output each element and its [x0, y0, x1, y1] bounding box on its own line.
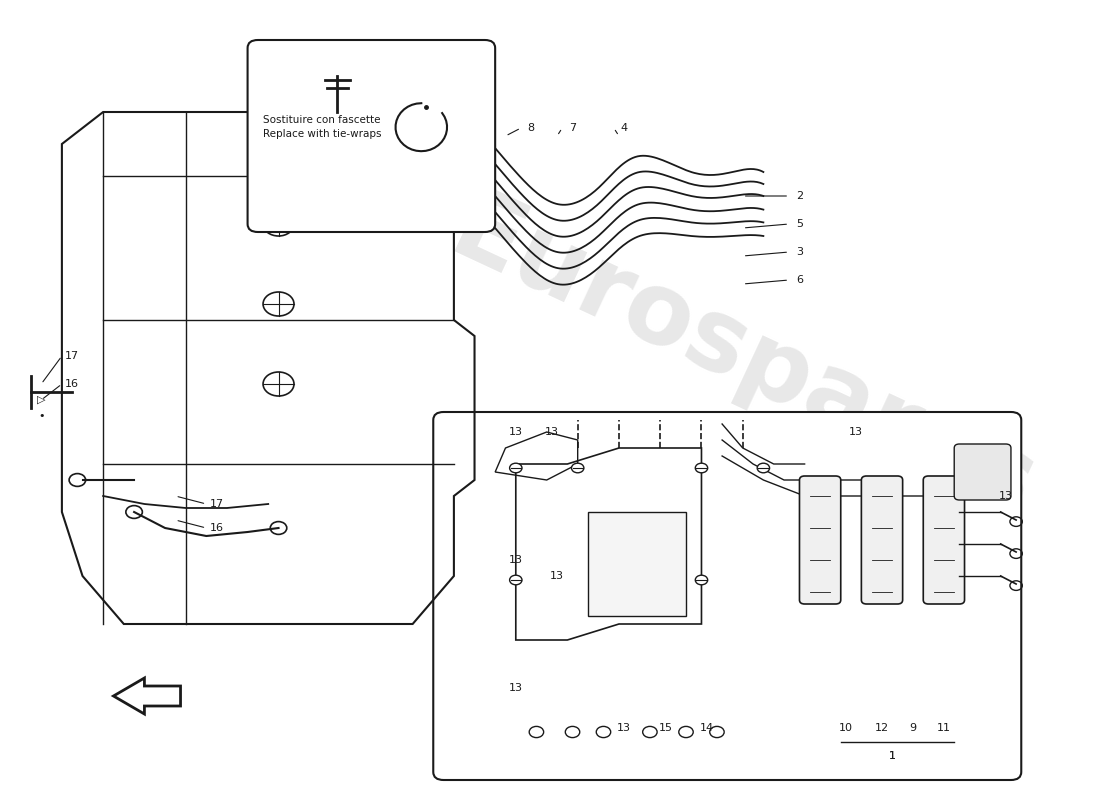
Circle shape — [695, 575, 707, 585]
Text: 13: 13 — [509, 427, 522, 437]
Text: 13: 13 — [999, 491, 1013, 501]
Text: 9: 9 — [910, 723, 916, 733]
Circle shape — [679, 726, 693, 738]
Text: 13: 13 — [617, 723, 631, 733]
Circle shape — [710, 726, 724, 738]
Circle shape — [596, 726, 611, 738]
Circle shape — [695, 463, 707, 473]
Text: 16: 16 — [65, 379, 79, 389]
Text: •: • — [39, 411, 44, 421]
Text: 10: 10 — [839, 723, 853, 733]
Text: 11: 11 — [937, 723, 950, 733]
Text: Eurospares: Eurospares — [436, 182, 1049, 538]
FancyBboxPatch shape — [800, 476, 840, 604]
Text: 13: 13 — [544, 427, 559, 437]
Text: 14: 14 — [700, 723, 714, 733]
Circle shape — [642, 726, 657, 738]
FancyBboxPatch shape — [248, 40, 495, 232]
Circle shape — [565, 726, 580, 738]
Text: 13: 13 — [550, 571, 564, 581]
FancyBboxPatch shape — [433, 412, 1021, 780]
Text: 5: 5 — [796, 219, 803, 229]
Circle shape — [757, 463, 770, 473]
FancyBboxPatch shape — [923, 476, 965, 604]
FancyArrow shape — [113, 678, 180, 714]
Text: 17: 17 — [210, 499, 223, 509]
Text: 15: 15 — [659, 723, 672, 733]
Text: 6: 6 — [796, 275, 803, 285]
FancyBboxPatch shape — [954, 444, 1011, 500]
Text: 1: 1 — [889, 751, 895, 761]
Text: 7: 7 — [569, 123, 576, 133]
Text: 16: 16 — [210, 523, 223, 533]
Circle shape — [509, 463, 522, 473]
Text: Sostituire con fascette
Replace with tie-wraps: Sostituire con fascette Replace with tie… — [263, 115, 382, 139]
FancyBboxPatch shape — [861, 476, 903, 604]
Text: 3: 3 — [796, 247, 803, 257]
Text: 12: 12 — [874, 723, 889, 733]
Text: ▷: ▷ — [37, 395, 45, 405]
Text: 13: 13 — [849, 427, 864, 437]
Text: 4: 4 — [620, 123, 628, 133]
FancyBboxPatch shape — [588, 512, 686, 616]
Text: 13: 13 — [509, 555, 522, 565]
Circle shape — [572, 463, 584, 473]
Text: a passion for parts since 1985: a passion for parts since 1985 — [499, 444, 862, 596]
Circle shape — [509, 575, 522, 585]
Circle shape — [529, 726, 543, 738]
Text: 2: 2 — [796, 191, 803, 201]
Text: 8: 8 — [528, 123, 535, 133]
Text: 17: 17 — [65, 351, 79, 361]
Text: 1: 1 — [889, 751, 895, 761]
Text: 13: 13 — [509, 683, 522, 693]
